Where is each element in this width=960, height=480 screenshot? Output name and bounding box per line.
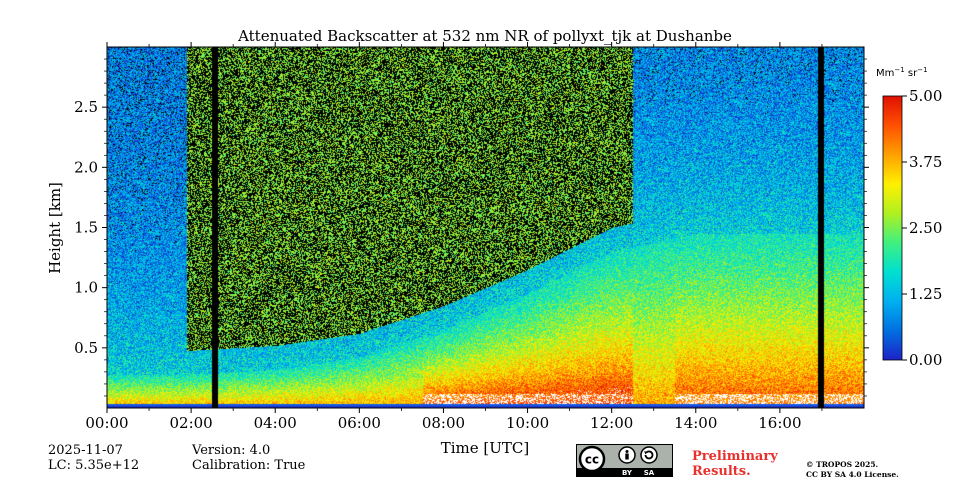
cc-logo-icon: [578, 445, 606, 473]
cc-by-sa-badge[interactable]: cc BY SA: [576, 444, 673, 477]
x-tick-label: 02:00: [169, 414, 212, 432]
colorbar-unit-exp2: −1: [917, 66, 927, 74]
colorbar-unit-sr: sr: [905, 68, 918, 79]
copyright-line-2: CC BY SA 4.0 License.: [806, 470, 899, 479]
x-tick-label: 12:00: [590, 414, 633, 432]
x-tick-label: 14:00: [674, 414, 717, 432]
x-tick-label: 06:00: [338, 414, 381, 432]
x-axis-label: Time [UTC]: [441, 439, 530, 457]
colorbar-unit-base: Mm: [876, 68, 894, 79]
colorbar-tick-label: 5.00: [909, 87, 942, 105]
y-tick-label: 2.5: [74, 98, 98, 116]
colorbar-tick-label: 3.75: [909, 153, 942, 171]
x-tick-label: 10:00: [506, 414, 549, 432]
info-lc: LC: 5.35e+12: [48, 458, 140, 473]
plot-area: 00:00 02:00 04:00 06:00 08:00 10:00 12:00 14:00…: [74, 42, 869, 432]
cc-logo-text: cc: [585, 453, 599, 467]
colorbar-gradient: [883, 96, 902, 360]
y-tick-label: 2.0: [74, 158, 98, 176]
x-axis: 00:00 02:00 04:00 06:00 08:00 10:00 12:00 14:00…: [85, 42, 823, 432]
colorbar-tick-label: 1.25: [909, 285, 942, 303]
x-tick-label: 04:00: [254, 414, 297, 432]
preliminary-results-label: Preliminary Results.: [692, 449, 778, 479]
info-date: 2025-11-07: [48, 443, 123, 458]
copyright-line-1: © TROPOS 2025.: [806, 460, 879, 469]
x-tick-label: 16:00: [758, 414, 801, 432]
sa-share-alike-icon: [640, 446, 658, 464]
y-axis: 0.5 1.0 1.5 2.0 2.5: [74, 58, 869, 397]
copyright-notice: © TROPOS 2025. CC BY SA 4.0 License.: [806, 460, 899, 480]
preliminary-line-2: Results.: [692, 464, 751, 479]
colorbar-ticks: 0.00 1.25 2.50 3.75 5.00: [902, 87, 942, 369]
backscatter-heatmap: [107, 47, 864, 408]
y-tick-label: 0.5: [74, 339, 98, 357]
by-label: BY: [622, 469, 633, 477]
colorbar-tick-label: 2.50: [909, 219, 942, 237]
info-version: Version: 4.0: [192, 443, 271, 458]
info-calibration: Calibration: True: [192, 458, 306, 473]
colorbar-unit-exp1: −1: [894, 66, 904, 74]
x-tick-label: 08:00: [422, 414, 465, 432]
y-tick-label: 1.0: [74, 279, 98, 297]
y-axis-label: Height [km]: [46, 182, 64, 274]
colorbar-tick-label: 0.00: [909, 351, 942, 369]
sa-label: SA: [644, 469, 655, 477]
y-tick-label: 1.5: [74, 219, 98, 237]
preliminary-line-1: Preliminary: [692, 449, 778, 464]
chart-title: Attenuated Backscatter at 532 nm NR of p…: [237, 27, 732, 45]
colorbar-unit: Mm−1 sr−1: [876, 66, 928, 79]
x-tick-label: 00:00: [85, 414, 128, 432]
colorbar: 0.001.252.503.755.00 Mm−1 sr−1: [876, 66, 942, 369]
